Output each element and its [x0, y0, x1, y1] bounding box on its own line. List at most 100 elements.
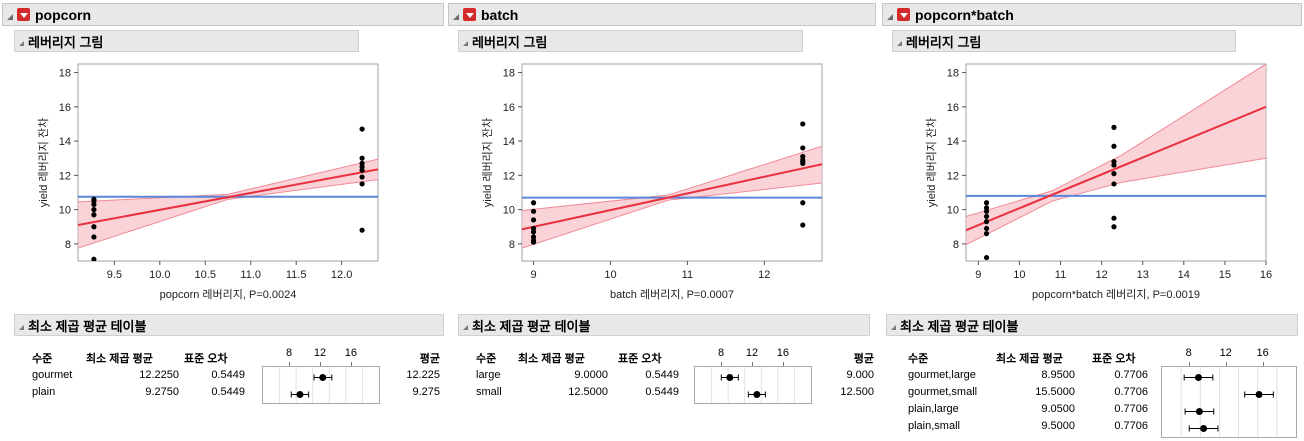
y-tick-label: 8 — [509, 239, 515, 251]
leverage-plot-header[interactable]: 레버리지 그림 — [892, 30, 1236, 52]
row-lsmean: 12.2250 — [139, 369, 179, 381]
row-level: large — [476, 369, 501, 381]
red-triangle-menu-icon[interactable] — [17, 8, 30, 21]
confidence-band-upper — [522, 145, 822, 211]
x-tick-label: 11.0 — [240, 269, 261, 281]
row-level: plain — [32, 386, 56, 398]
data-point — [983, 219, 990, 225]
y-axis-label: yield 레버리지 잔차 — [925, 118, 938, 207]
leverage-plot-header[interactable]: 레버리지 그림 — [14, 30, 359, 52]
data-point — [530, 239, 537, 245]
collapse-triangle-icon[interactable] — [19, 324, 24, 330]
y-tick-label: 10 — [59, 205, 71, 217]
leverage-plot-title: 레버리지 그림 — [906, 34, 982, 50]
lsmeans-table-header[interactable]: 최소 제곱 평균 테이블 — [886, 314, 1298, 336]
ci-point — [726, 374, 734, 381]
ci-plot — [279, 367, 363, 403]
data-point — [800, 121, 806, 127]
x-tick-label: 10 — [604, 269, 616, 281]
collapse-triangle-icon[interactable] — [891, 324, 896, 330]
data-point — [91, 256, 97, 261]
x-tick-label: 11 — [1055, 269, 1066, 281]
red-triangle-menu-icon[interactable] — [897, 8, 910, 21]
x-tick-label: 16 — [1260, 269, 1272, 281]
confidence-band — [78, 159, 378, 249]
y-tick-label: 16 — [59, 102, 71, 114]
leverage-plot: 9 10 11 12 13 14 15 16 8 10 12 14 16 18 popcorn*batch … — [925, 63, 1272, 301]
ci-point — [1195, 408, 1203, 415]
outline-header-popcorn[interactable]: popcorn — [2, 3, 444, 26]
confidence-band-lower — [966, 157, 1266, 246]
data-point — [983, 213, 990, 220]
collapse-triangle-icon[interactable] — [7, 13, 13, 20]
data-point — [530, 208, 537, 214]
row-level: plain,small — [908, 420, 960, 432]
ci-tick-label: 12 — [1219, 347, 1232, 359]
row-std-error: 0.7706 — [1114, 403, 1148, 415]
collapse-triangle-icon[interactable] — [887, 13, 893, 20]
data-point — [359, 167, 365, 173]
row-std-error: 0.7706 — [1114, 369, 1148, 381]
data-point — [91, 207, 97, 213]
ci-plot-box — [1161, 366, 1297, 438]
leverage-plot-title: 레버리지 그림 — [472, 34, 548, 50]
x-axis-label: batch 레버리지, P=0.0007 — [610, 288, 734, 301]
lsmeans-table-title: 최소 제곱 평균 테이블 — [472, 318, 591, 334]
column-header-std-error: 표준 오차 — [1092, 353, 1136, 365]
ci-tick — [320, 362, 321, 366]
ci-tick-label: 16 — [1256, 347, 1269, 359]
lsmeans-table-header[interactable]: 최소 제곱 평균 테이블 — [14, 314, 444, 336]
data-point — [91, 198, 97, 204]
collapse-triangle-icon[interactable] — [897, 40, 902, 46]
row-lsmean: 9.5000 — [1041, 420, 1075, 432]
outline-title: popcorn*batch — [915, 6, 1014, 23]
ci-tick-label: 12 — [745, 347, 759, 359]
collapse-triangle-icon[interactable] — [19, 40, 24, 46]
y-axis-label: yield 레버리지 잔차 — [37, 118, 50, 207]
panel-batch: batch 레버리지 그림 9 10 11 12 8 10 12 14 16 18 batch 레버… — [444, 0, 878, 441]
data-point — [359, 174, 365, 180]
y-tick-label: 18 — [947, 68, 959, 80]
collapse-triangle-icon[interactable] — [463, 324, 468, 330]
x-tick-label: 14 — [1178, 269, 1190, 281]
row-level: plain,large — [908, 403, 959, 415]
y-tick-label: 12 — [59, 170, 71, 182]
column-header-lsmean: 최소 제곱 평균 — [518, 353, 585, 365]
column-header-level: 수준 — [476, 353, 497, 365]
row-lsmean: 15.5000 — [1035, 386, 1075, 398]
collapse-triangle-icon[interactable] — [453, 13, 459, 20]
row-lsmean: 9.0000 — [574, 369, 608, 381]
outline-header-batch[interactable]: batch — [448, 3, 876, 26]
row-mean: 12.225 — [406, 369, 440, 381]
leverage-plot: 9 10 11 12 8 10 12 14 16 18 batch 레버리지, P=0.0007 yi… — [481, 63, 823, 301]
row-std-error: 0.5449 — [211, 386, 245, 398]
column-header-level: 수준 — [32, 353, 53, 365]
data-point — [1111, 171, 1117, 177]
row-level: gourmet — [32, 369, 73, 381]
outline-header-popcorn-batch[interactable]: popcorn*batch — [882, 3, 1302, 26]
lsmeans-table-header[interactable]: 최소 제곱 평균 테이블 — [458, 314, 870, 336]
x-tick-label: 9 — [975, 269, 981, 281]
y-tick-label: 10 — [947, 205, 959, 217]
ci-point — [1195, 374, 1203, 381]
row-mean: 9.000 — [846, 369, 874, 381]
x-tick-label: 15 — [1219, 269, 1231, 281]
row-std-error: 0.7706 — [1114, 420, 1148, 432]
panel-popcorn: popcorn 레버리지 그림 9.5 10.0 10.5 11.0 11.5 12.0 8… — [0, 0, 444, 441]
ci-plot — [711, 367, 795, 403]
leverage-plot-header[interactable]: 레버리지 그림 — [458, 30, 803, 52]
lsmeans-table: 수준 최소 제곱 평균 표준 오차 평균 gourmet 12.2250 0.5449 12.… — [0, 340, 444, 440]
ci-tick — [289, 362, 291, 366]
plot-area — [522, 121, 822, 249]
ci-tick-label: 8 — [1185, 347, 1192, 359]
red-triangle-menu-icon[interactable] — [463, 8, 476, 21]
outline-title: batch — [481, 6, 519, 23]
x-tick-label: 9 — [530, 269, 536, 281]
x-tick-label: 10.0 — [149, 269, 170, 281]
x-tick-label: 10.5 — [195, 269, 216, 281]
data-point — [983, 254, 990, 261]
data-point — [91, 212, 97, 218]
collapse-triangle-icon[interactable] — [463, 40, 468, 46]
x-tick-label: 11 — [682, 269, 693, 281]
leverage-plot: 9.5 10.0 10.5 11.0 11.5 12.0 8 10 12 14 16 18 popcor… — [37, 63, 379, 301]
